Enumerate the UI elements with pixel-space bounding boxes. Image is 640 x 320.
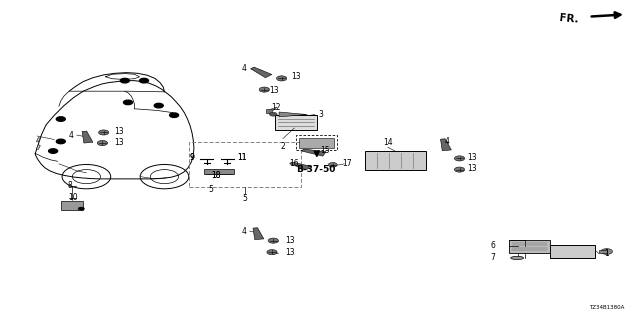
Circle shape: [454, 156, 465, 161]
Text: 18: 18: [211, 171, 221, 180]
Polygon shape: [290, 162, 310, 170]
Text: 13: 13: [114, 127, 124, 136]
Circle shape: [328, 163, 337, 167]
Bar: [275, 115, 317, 130]
Circle shape: [99, 130, 109, 135]
Text: 5: 5: [209, 185, 214, 194]
Bar: [599, 250, 607, 253]
Text: B-37-50: B-37-50: [296, 165, 335, 174]
Text: 13: 13: [285, 236, 294, 245]
Polygon shape: [279, 112, 307, 117]
Circle shape: [78, 207, 84, 210]
Polygon shape: [302, 149, 326, 156]
Circle shape: [97, 140, 108, 146]
Circle shape: [454, 167, 465, 172]
Circle shape: [269, 112, 277, 116]
Text: 4: 4: [68, 131, 74, 140]
Polygon shape: [82, 131, 93, 143]
Bar: [299, 138, 334, 148]
Text: 13: 13: [467, 164, 477, 173]
Text: 2: 2: [280, 142, 285, 151]
Text: FR.: FR.: [559, 13, 579, 24]
Text: 13: 13: [467, 153, 477, 162]
Bar: [509, 240, 550, 253]
Circle shape: [268, 238, 278, 243]
Circle shape: [154, 103, 163, 108]
Polygon shape: [440, 139, 451, 151]
Text: 14: 14: [383, 138, 393, 147]
Text: TZ34B1380A: TZ34B1380A: [589, 305, 625, 310]
Text: 4: 4: [241, 64, 246, 73]
Text: 16: 16: [289, 159, 299, 168]
Text: 13: 13: [269, 86, 278, 95]
Circle shape: [276, 76, 287, 81]
Bar: [189, 142, 301, 187]
Text: 3: 3: [318, 110, 323, 119]
Text: 11: 11: [237, 153, 246, 162]
Bar: [365, 151, 426, 170]
Text: 7: 7: [490, 253, 495, 262]
Bar: [296, 135, 337, 150]
Polygon shape: [253, 228, 264, 240]
Polygon shape: [36, 145, 40, 149]
Bar: [266, 109, 272, 113]
Ellipse shape: [511, 256, 524, 260]
Text: 6: 6: [490, 241, 495, 250]
Circle shape: [56, 117, 65, 121]
Text: 18: 18: [211, 171, 221, 180]
Bar: [61, 201, 83, 210]
Circle shape: [120, 78, 129, 83]
Text: 1: 1: [604, 249, 609, 258]
Text: 4: 4: [241, 227, 246, 236]
Circle shape: [140, 78, 148, 83]
Text: 15: 15: [320, 146, 330, 155]
Text: 17: 17: [342, 159, 352, 168]
Bar: [550, 245, 595, 258]
Text: 5: 5: [243, 194, 248, 203]
Text: 13: 13: [285, 248, 294, 257]
Text: 9: 9: [189, 153, 194, 162]
Text: 12: 12: [271, 103, 280, 112]
Text: 13: 13: [291, 72, 301, 81]
Circle shape: [170, 113, 179, 117]
Circle shape: [124, 100, 132, 105]
Polygon shape: [251, 67, 272, 78]
Bar: [204, 169, 234, 174]
Text: 10: 10: [68, 193, 77, 202]
Text: 9: 9: [189, 153, 194, 162]
Circle shape: [601, 249, 612, 254]
Circle shape: [56, 139, 65, 144]
Text: 13: 13: [114, 138, 124, 147]
Text: 8: 8: [68, 181, 72, 190]
Circle shape: [259, 87, 269, 92]
Circle shape: [49, 149, 58, 153]
Polygon shape: [36, 138, 40, 142]
Circle shape: [267, 250, 277, 255]
Text: 11: 11: [237, 153, 246, 162]
Text: 4: 4: [445, 137, 450, 146]
